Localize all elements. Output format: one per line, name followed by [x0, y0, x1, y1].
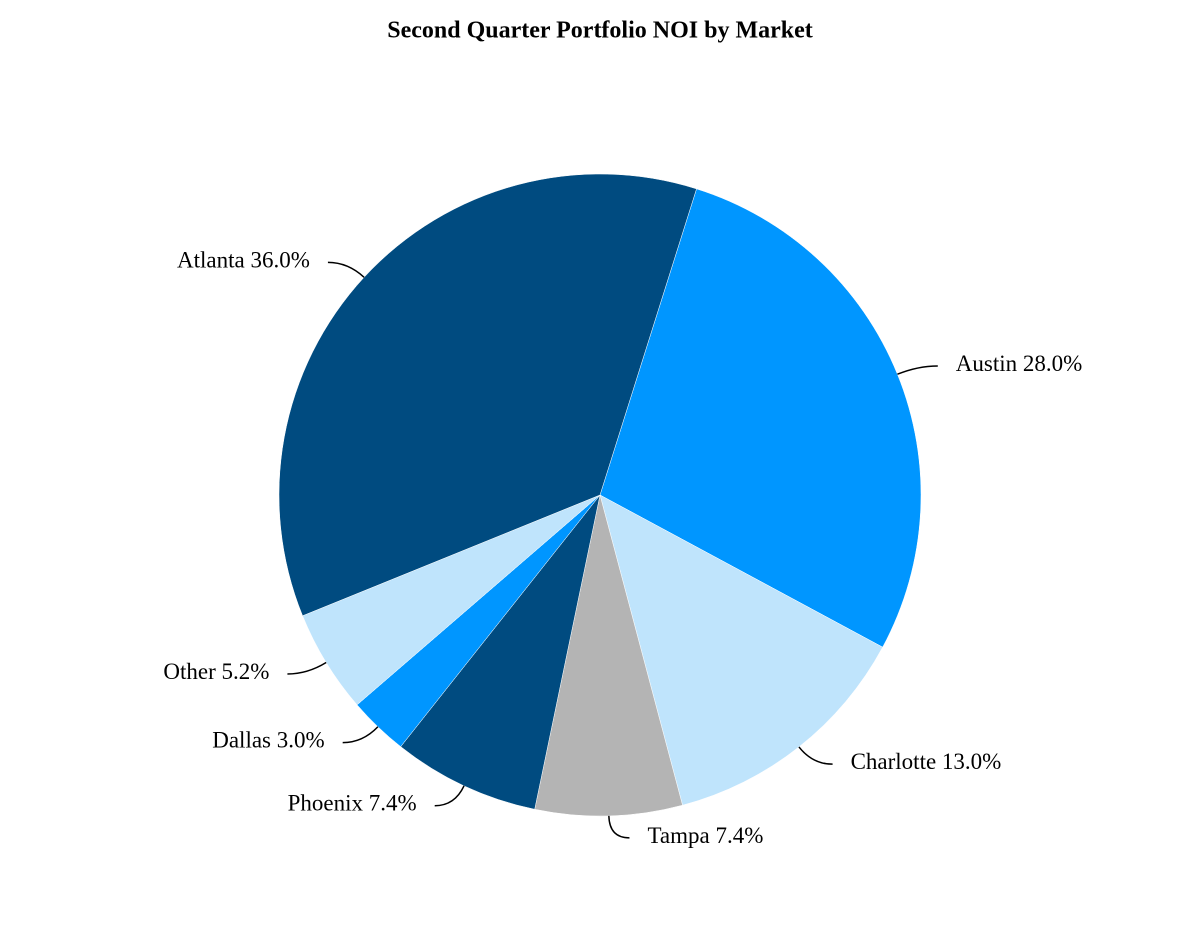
slice-value: 7.4%	[715, 823, 763, 848]
slice-value: 36.0%	[251, 248, 310, 273]
leader-line	[287, 661, 327, 675]
slice-label: Tampa 7.4%	[647, 823, 763, 848]
leader-line	[897, 365, 938, 375]
slice-label: Dallas 3.0%	[212, 728, 324, 753]
leader-line	[434, 785, 465, 807]
slice-label: Other 5.2%	[163, 659, 269, 684]
chart-title: Second Quarter Portfolio NOI by Market	[387, 18, 813, 44]
pie-slice	[278, 173, 697, 617]
leader-line	[608, 815, 630, 839]
slice-name: Dallas	[212, 728, 271, 753]
slice-label: Charlotte 13.0%	[851, 749, 1002, 774]
pie-slice	[599, 188, 922, 648]
slice-value: 7.4%	[369, 791, 417, 816]
leader-line	[342, 726, 379, 744]
slice-label: Austin 28.0%	[956, 351, 1083, 376]
slice-value: 5.2%	[221, 659, 269, 684]
slice-name: Other	[163, 659, 216, 684]
slice-name: Phoenix	[288, 791, 364, 816]
pie-slice	[400, 494, 601, 810]
slice-value: 28.0%	[1023, 351, 1082, 376]
slice-name: Tampa	[647, 823, 709, 848]
slice-label: Atlanta 36.0%	[177, 248, 310, 273]
slice-name: Atlanta	[177, 248, 245, 273]
slice-name: Austin	[956, 351, 1018, 376]
slice-name: Charlotte	[851, 749, 937, 774]
slice-value: 3.0%	[277, 728, 325, 753]
slice-value: 13.0%	[942, 749, 1001, 774]
leader-line	[327, 261, 365, 278]
slice-label: Phoenix 7.4%	[288, 791, 417, 816]
leader-line	[798, 746, 833, 765]
